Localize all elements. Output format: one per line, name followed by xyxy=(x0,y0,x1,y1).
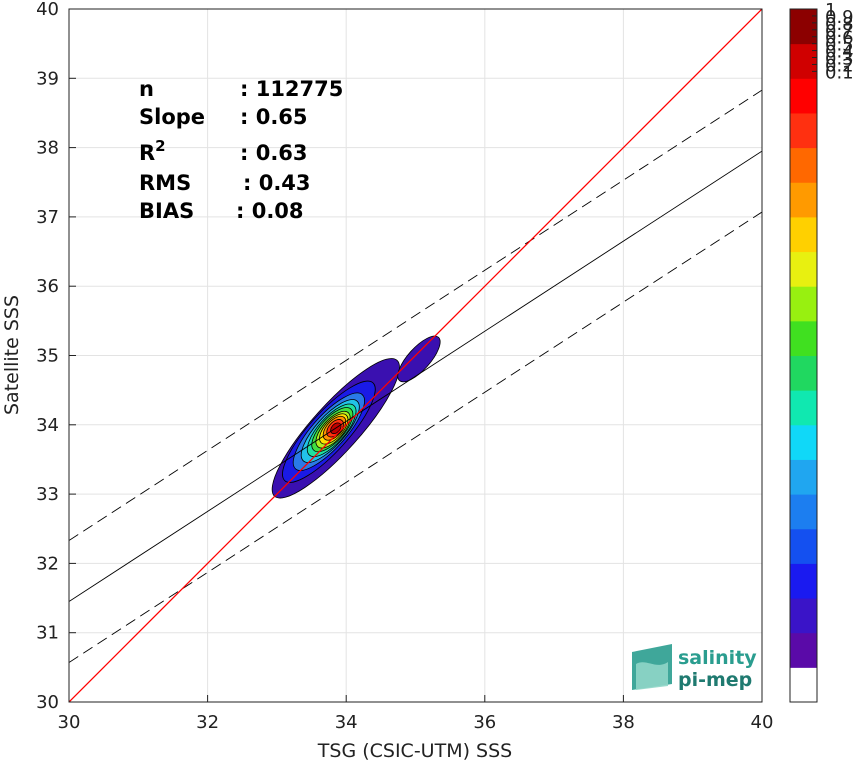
logo-line1: salinity xyxy=(678,647,757,669)
colorbar-segment xyxy=(790,459,817,495)
stat-label: n xyxy=(139,77,154,101)
colorbar-tick-label: 0.5 xyxy=(825,35,854,56)
colorbar-tick-label: 0.9 xyxy=(825,7,854,28)
salinity-pimep-logo: salinity pi-mep xyxy=(632,644,757,691)
stat-label: Slope xyxy=(139,105,205,129)
colorbar-segment xyxy=(790,424,817,460)
stat-label: RMS xyxy=(139,171,191,195)
grid xyxy=(68,8,763,703)
colorbar-segment xyxy=(790,112,817,149)
colorbar-tick-label: 0.6 xyxy=(825,28,854,49)
colorbar-segment xyxy=(790,147,817,183)
y-tick-label: 39 xyxy=(36,68,59,89)
colorbar-segment xyxy=(790,355,817,391)
fit-lower-bound-line xyxy=(69,211,762,663)
y-tick-label: 35 xyxy=(36,346,59,367)
colorbar-segment xyxy=(790,320,817,356)
density-secondary-blob xyxy=(397,335,441,383)
colorbar-segment xyxy=(790,182,817,218)
identity-line xyxy=(69,9,762,702)
x-tick-label: 40 xyxy=(751,712,774,733)
x-tick-label: 34 xyxy=(335,712,358,733)
y-tick-label: 33 xyxy=(36,484,59,505)
regression-fit-line xyxy=(69,150,762,602)
y-tick-label: 37 xyxy=(36,207,59,228)
y-tick-label: 34 xyxy=(36,415,59,436)
x-tick-label: 32 xyxy=(196,712,219,733)
colorbar-segment xyxy=(790,78,817,114)
stat-label: BIAS xyxy=(139,199,194,223)
colorbar-tick-label: 0.8 xyxy=(825,14,854,35)
fit-upper-bound-line xyxy=(69,89,762,541)
logo-wave-icon-back xyxy=(636,662,668,690)
x-axis-label: TSG (CSIC-UTM) SSS xyxy=(317,740,512,762)
stat-value: : 0.08 xyxy=(236,199,304,223)
stat-value: : 112775 xyxy=(240,77,343,101)
x-tick-label: 36 xyxy=(473,712,496,733)
colorbar-segment xyxy=(790,632,817,668)
colorbar-segment xyxy=(790,390,817,426)
x-axis-ticks: 30 32 34 36 38 40 xyxy=(58,695,774,733)
colorbar-segment xyxy=(790,563,817,599)
y-tick-label: 38 xyxy=(36,138,59,159)
colorbar-segment xyxy=(790,667,817,703)
colorbar-segment xyxy=(790,494,817,530)
y-tick-label: 32 xyxy=(36,553,59,574)
colorbar-tick-label: 0.2 xyxy=(825,55,854,76)
logo-line2: pi-mep xyxy=(678,669,752,691)
y-tick-label: 30 xyxy=(36,692,59,713)
x-tick-label: 30 xyxy=(58,712,81,733)
colorbar-segment xyxy=(790,528,817,564)
x-tick-label: 38 xyxy=(612,712,635,733)
y-axis-ticks: 30 31 32 33 34 35 36 37 38 39 40 xyxy=(36,0,76,713)
y-tick-label: 36 xyxy=(36,276,59,297)
colorbar-segment xyxy=(790,216,817,253)
stat-value: : 0.65 xyxy=(240,105,308,129)
stat-value: : 0.63 xyxy=(240,141,308,165)
y-tick-label: 31 xyxy=(36,623,59,644)
colorbar-segment xyxy=(790,9,817,45)
colorbar-tick-label: 0.1 xyxy=(825,62,854,83)
y-axis-label: Satellite SSS xyxy=(1,295,23,415)
colorbar-segment xyxy=(790,251,817,287)
y-tick-label: 40 xyxy=(36,0,59,20)
stat-label-superscript: 2 xyxy=(155,137,165,155)
colorbar-segment xyxy=(790,43,817,79)
colorbar-segment xyxy=(790,286,817,322)
colorbar-tick-label: 0.3 xyxy=(825,49,854,70)
regression-lines xyxy=(69,9,762,702)
stat-value: : 0.43 xyxy=(243,171,311,195)
colorbar-tick-label: 0.7 xyxy=(825,21,854,42)
colorbar-tick-label: 1 xyxy=(825,0,836,21)
colorbar: 0.10.20.30.40.50.60.70.80.91 xyxy=(789,0,854,703)
colorbar-tick-label: 0.4 xyxy=(825,42,854,63)
colorbar-frame xyxy=(789,8,818,703)
colorbar-segment xyxy=(790,598,817,634)
